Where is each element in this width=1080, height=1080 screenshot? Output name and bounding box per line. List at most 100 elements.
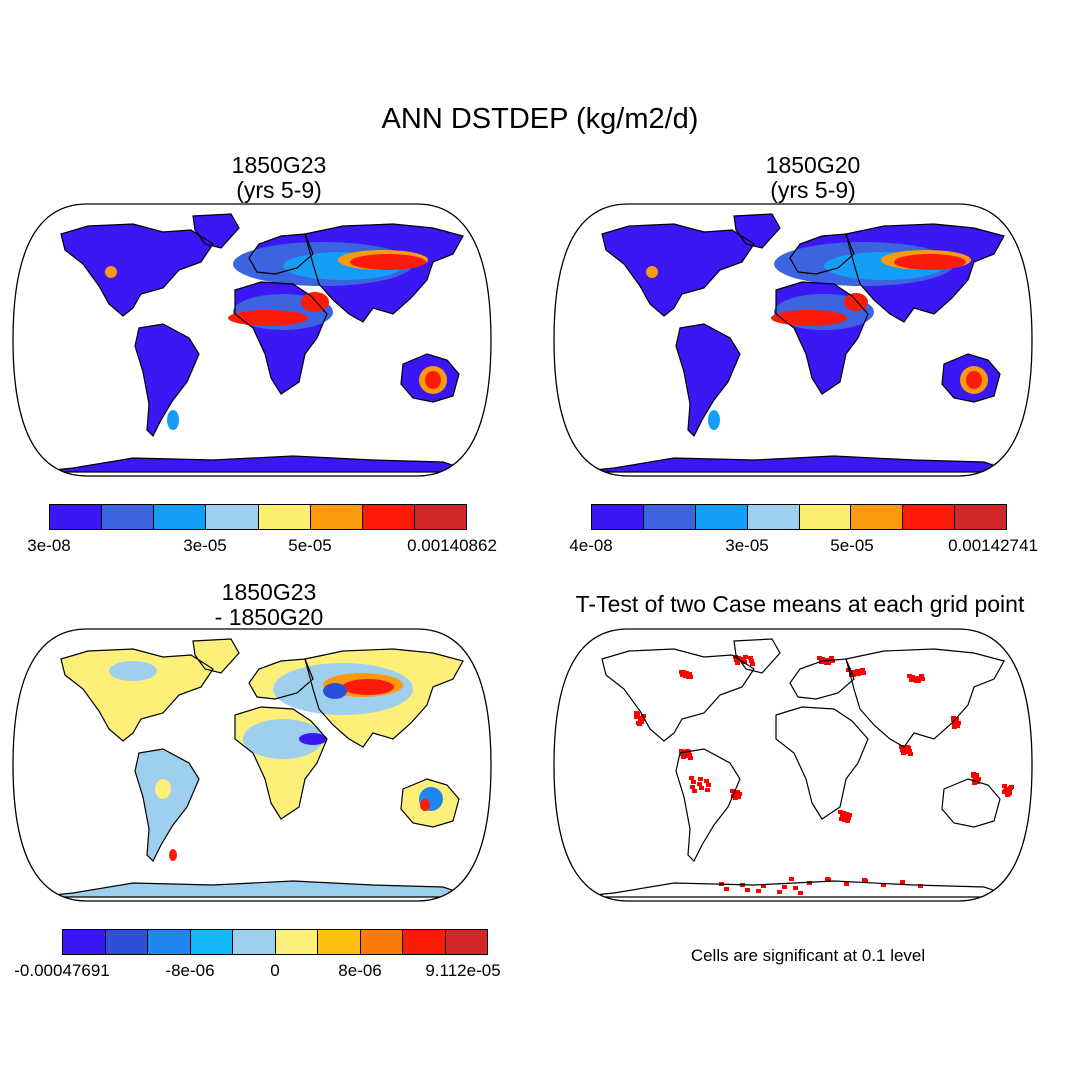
significant-cell [819,660,824,664]
significant-cell [706,783,711,787]
significant-cell [860,668,865,672]
colorbar-swatch [695,505,748,529]
significant-cell [820,657,825,661]
significant-cell [782,885,787,889]
significant-cell [761,884,766,888]
significant-cell [745,888,750,892]
map-case1 [12,203,492,477]
significant-cell [902,746,907,750]
colorbar-swatch [102,505,155,529]
panel-title-line1: 1850G23 [231,152,327,178]
colorbar-label: 9.112e-05 [425,961,501,980]
colorbar-case2 [591,504,1007,530]
significant-cell [692,789,697,793]
significant-cell [798,891,803,895]
significant-cell [901,751,906,755]
significant-cell [825,877,830,881]
dust-patches [105,242,447,430]
significant-cell [699,786,704,790]
colorbar-label: 3e-08 [27,536,71,555]
colorbar-swatch [747,505,800,529]
colorbar-swatch [360,930,403,954]
map-frame [12,628,492,902]
significant-cell [881,883,886,887]
significant-cell [908,752,913,756]
map-frame [12,203,492,477]
significant-cell [789,877,794,881]
significant-cell [1002,784,1007,788]
significant-cell [733,796,738,800]
significant-cell [850,670,855,674]
colorbar-swatch [318,930,361,954]
significant-cell [1005,793,1010,797]
colorbar-swatch [310,505,363,529]
colorbar-swatch [105,930,148,954]
significant-cell [909,678,914,682]
significant-cell [634,715,639,719]
colorbar-swatch [903,505,956,529]
colorbar-label: 0 [270,961,280,980]
significant-cell [691,780,696,784]
colorbar-swatch [445,930,487,954]
significant-cell [748,656,753,660]
significant-cell [681,755,686,759]
significant-cell [854,672,859,676]
colorbar-swatch [63,930,106,954]
significant-cell [839,817,844,821]
panel-title-line2: (yrs 5-9) [236,177,322,203]
colorbar-difference [62,929,488,955]
significant-cell [684,754,689,758]
map-frame [553,628,1033,902]
colorbar-swatch [414,505,466,529]
significant-cell [907,674,912,678]
significant-cell [951,718,956,722]
figure-title: ANN DSTDEP (kg/m2/d) [381,103,699,135]
colorbar-label: 3e-05 [183,536,227,555]
significant-cell [688,675,693,679]
significant-cell [685,674,690,678]
significant-cell [954,719,959,723]
significant-cell [688,756,693,760]
colorbar-swatch [955,505,1006,529]
colorbar-label: 4e-08 [569,536,613,555]
significant-cell [640,717,645,721]
significant-cell [807,881,812,885]
significant-cell [736,795,741,799]
colorbar-swatch [148,930,191,954]
significant-cell [845,819,850,823]
significant-cell [635,712,640,716]
significant-cell [972,781,977,785]
colorbar-label: 5e-05 [830,536,874,555]
significant-cell [724,887,729,891]
colorbar-swatch [592,505,644,529]
colorbar-swatch [403,930,446,954]
panel-title-line1: 1850G23 [221,579,317,605]
significant-cell [918,677,923,681]
significant-cell [952,725,957,729]
significant-cell [685,749,690,753]
panel-title-case1: 1850G23 (yrs 5-9) [40,153,518,203]
difference-patches [109,661,443,861]
colorbar-swatch [799,505,852,529]
significant-cell [844,882,849,886]
significant-cell [777,890,782,894]
significant-cell [735,790,740,794]
significant-cell [915,676,920,680]
significant-cell [742,660,747,664]
significant-cell [639,720,644,724]
colorbar-swatch [50,505,103,529]
significant-cell [756,889,761,893]
significant-cell [641,714,646,718]
significant-cell [829,656,834,660]
significance-note: Cells are significant at 0.1 level [690,946,926,965]
significant-cell [973,778,978,782]
significant-cell [841,811,846,815]
significant-cell [919,674,924,678]
colorbar-swatch [643,505,696,529]
significant-cell [682,673,687,677]
significant-cell [679,749,684,753]
map-frame [553,203,1033,477]
panel-title-case2: 1850G20 (yrs 5-9) [574,153,1052,203]
map-case2 [553,203,1033,477]
dust-patches [646,242,988,430]
